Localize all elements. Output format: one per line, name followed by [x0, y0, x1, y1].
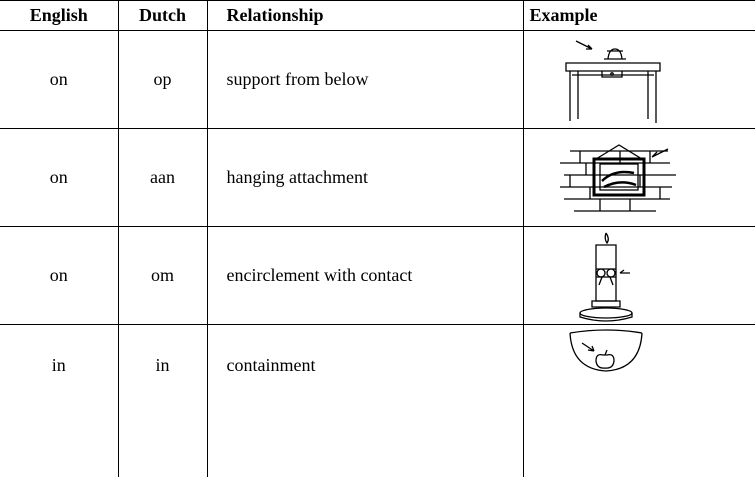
dutch-cell: aan [118, 129, 207, 227]
picture-wall-illustration [530, 131, 680, 225]
header-cell: Dutch [118, 1, 207, 31]
bowl-apple-illustration [530, 325, 670, 385]
english-cell: on [0, 129, 118, 227]
example-cell [523, 227, 755, 325]
english-cell: on [0, 31, 118, 129]
example-cell [523, 129, 755, 227]
english-cell: in [0, 325, 118, 477]
header-cell: Relationship [207, 1, 523, 31]
candle-illustration [530, 229, 670, 323]
table-row: on op support from below [0, 31, 755, 129]
english-cell: on [0, 227, 118, 325]
table-row: on om encirclement with contact [0, 227, 755, 325]
example-cell [523, 31, 755, 129]
header-cell: Example [523, 1, 755, 31]
relationship-cell: support from below [207, 31, 523, 129]
page: {"table": {"header": ["English", "Dutch"… [0, 0, 755, 449]
dutch-cell: in [118, 325, 207, 477]
example-cell [523, 325, 755, 477]
table-cup-illustration [530, 33, 670, 127]
header-cell: English [0, 1, 118, 31]
relationship-cell: encirclement with contact [207, 227, 523, 325]
table-row: in in containment [0, 325, 755, 477]
dutch-cell: op [118, 31, 207, 129]
relationship-cell: containment [207, 325, 523, 477]
dutch-cell: om [118, 227, 207, 325]
table-row: on aan hanging attachment [0, 129, 755, 227]
header-row: English Dutch Relationship Example [0, 1, 755, 31]
relationship-cell: hanging attachment [207, 129, 523, 227]
